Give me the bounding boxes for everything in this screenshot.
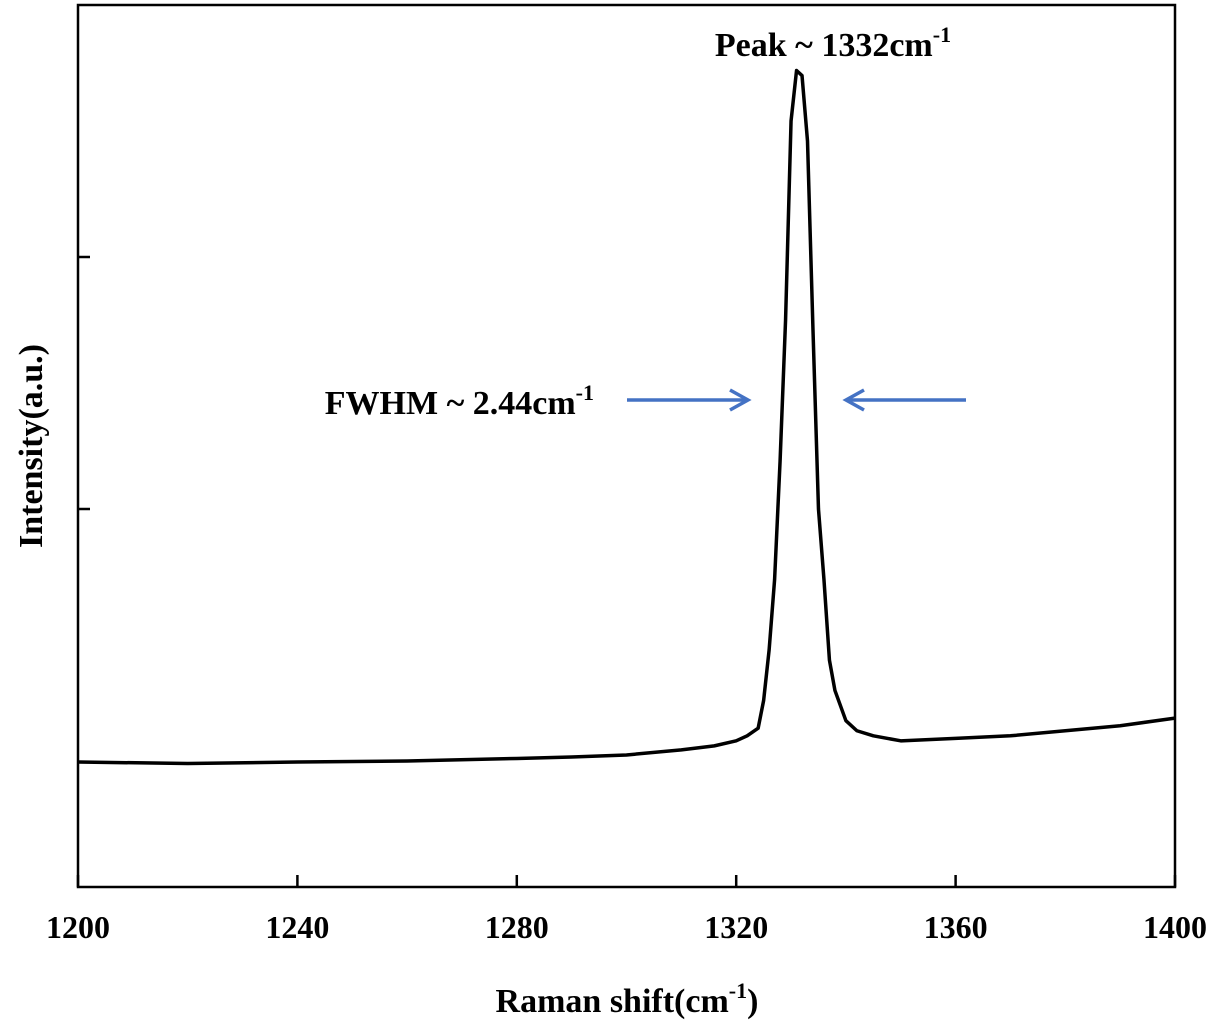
arrow-head [842,388,865,412]
spectrum-line [77,68,1176,766]
x-tick-label: 1320 [704,909,768,945]
x-tick-label: 1280 [485,909,549,945]
x-tick-label: 1200 [46,909,110,945]
fwhm-annotation: FWHM ~ 2.44cm-1 [325,380,594,422]
peak-annotation: Peak ~ 1332cm-1 [715,22,951,64]
fwhm-arrows [627,388,966,412]
plot-frame [76,3,1177,889]
x-tick-label: 1240 [265,909,329,945]
x-axis-label: Raman shift(cm-1) [496,978,759,1020]
x-tick-label: 1400 [1143,909,1207,945]
y-axis-label: Intensity(a.u.) [13,344,50,548]
x-tick-label: 1360 [924,909,988,945]
arrow-head [729,388,752,412]
